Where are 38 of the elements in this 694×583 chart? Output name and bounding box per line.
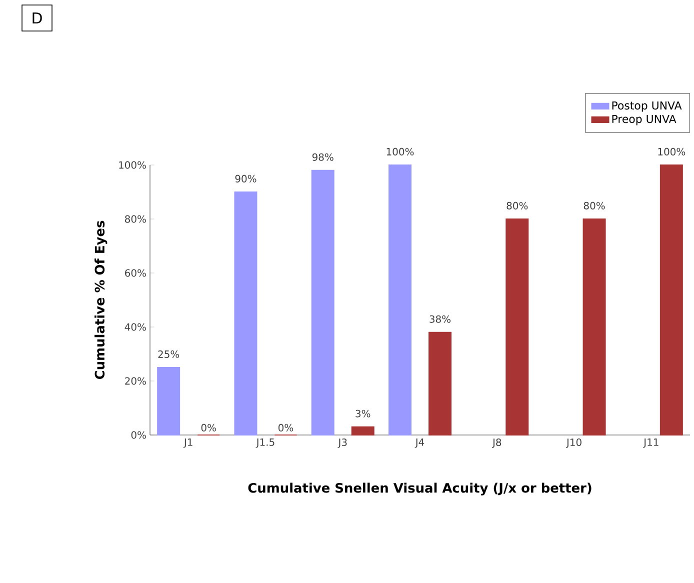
x-tick-label: J8 [492, 438, 502, 448]
legend-label: Preop UNVA [612, 114, 676, 126]
y-tick-label: 40% [124, 323, 146, 331]
data-label: 0% [201, 424, 216, 432]
data-label: 100% [658, 148, 686, 156]
bar [311, 170, 334, 436]
y-tick-label: 20% [125, 377, 146, 385]
y-tick-label: 60% [125, 269, 146, 277]
legend-label: Postop UNVA [612, 101, 682, 112]
data-label: 25% [158, 350, 180, 358]
data-label: 90% [235, 174, 256, 182]
x-tick-label: J11 [643, 438, 658, 448]
x-axis-title: Cumulative Snellen Visual Acuity (J/x or better) [248, 482, 592, 496]
y-tick-label: 100% [119, 161, 146, 169]
text: D [32, 12, 42, 24]
y-tick-label: 80% [125, 215, 146, 223]
bar [506, 218, 529, 436]
bar [351, 426, 374, 436]
x-tick-label: J10 [566, 438, 582, 448]
data-label: 98% [312, 153, 334, 161]
data-label: 100% [386, 148, 414, 156]
bar [428, 332, 452, 436]
data-label: 38% [430, 315, 451, 323]
x-tick-label: J1.5 [256, 438, 274, 448]
bar [660, 164, 683, 436]
bar [157, 366, 180, 436]
bar [234, 191, 258, 436]
bar [582, 218, 606, 436]
x-tick-label: J3 [338, 438, 347, 448]
x-tick-label: J1 [183, 438, 192, 448]
y-tick-label: 0% [131, 431, 146, 439]
data-label: 80% [506, 202, 528, 210]
data-label: 0% [278, 424, 294, 432]
data-label: 80% [584, 202, 605, 210]
bar [388, 164, 412, 436]
data-label: 3% [356, 410, 370, 418]
y-axis-title: Cumulative % Of Eyes [94, 220, 108, 380]
x-tick-label: J4 [414, 438, 424, 448]
